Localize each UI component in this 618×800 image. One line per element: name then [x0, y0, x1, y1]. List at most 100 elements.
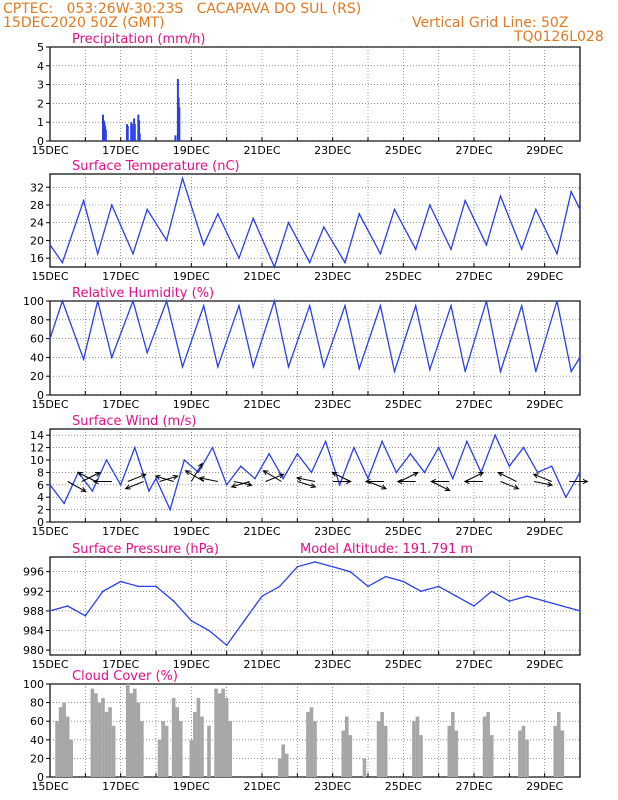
x-tick-label: 15DEC — [31, 658, 68, 671]
data-bar — [58, 707, 63, 777]
wind-arrow — [125, 481, 144, 490]
wind-arrow-head — [532, 473, 539, 479]
data-point — [202, 244, 205, 246]
data-point — [308, 304, 311, 307]
data-bar — [489, 735, 494, 777]
data-point — [473, 605, 475, 607]
data-point — [579, 610, 581, 612]
data-point — [96, 300, 99, 302]
data-point — [84, 615, 87, 617]
panel-title: Surface Pressure (hPa) — [72, 542, 219, 557]
data-point — [165, 239, 168, 242]
data-bar — [104, 129, 107, 141]
x-tick-label: 15DEC — [31, 270, 68, 283]
data-point — [579, 356, 581, 359]
data-bar — [207, 725, 211, 777]
data-bar — [224, 697, 229, 777]
y-tick-label: 8 — [37, 466, 44, 479]
x-tick-label: 29DEC — [526, 398, 563, 411]
data-bar — [284, 753, 289, 777]
y-tick-label: 5 — [37, 41, 44, 54]
data-line — [49, 298, 581, 375]
data-point — [172, 600, 175, 602]
data-bar — [362, 758, 367, 777]
data-bar — [313, 721, 317, 777]
data-bar — [90, 688, 95, 777]
data-point — [490, 590, 493, 593]
x-tick-label: 27DEC — [455, 398, 492, 411]
data-point — [464, 370, 466, 373]
data-point — [556, 300, 558, 302]
x-tick-label: 21DEC — [243, 658, 280, 671]
data-point — [49, 244, 51, 246]
data-point — [287, 366, 290, 368]
data-point — [499, 370, 502, 373]
panel-frame — [49, 300, 581, 396]
wind-arrow-head — [262, 470, 269, 476]
data-point — [338, 484, 341, 486]
data-bar — [383, 725, 388, 777]
wind-arrow — [367, 481, 387, 490]
x-tick-label: 17DEC — [102, 270, 139, 283]
data-point — [464, 199, 466, 202]
wind-arrow — [500, 481, 519, 490]
data-point — [49, 337, 51, 340]
data-point — [169, 508, 171, 511]
data-bar — [125, 684, 130, 777]
data-point — [111, 356, 113, 359]
x-tick-label: 25DEC — [385, 270, 422, 283]
data-bar — [221, 688, 225, 777]
data-bar — [348, 735, 353, 777]
wind-arrow — [81, 472, 101, 482]
x-tick-label: 17DEC — [102, 144, 139, 157]
data-bar — [174, 135, 177, 141]
wind-arrow — [67, 481, 86, 492]
data-point — [556, 252, 558, 255]
panel-title: Cloud Cover (%) — [72, 669, 178, 684]
y-tick-label: 40 — [30, 351, 44, 364]
data-point — [358, 367, 360, 370]
data-point — [273, 300, 276, 302]
data-point — [452, 477, 454, 480]
y-tick-label: 0 — [37, 771, 44, 784]
y-tick-label: 992 — [23, 585, 44, 598]
data-point — [119, 580, 122, 583]
x-tick-label: 23DEC — [314, 525, 351, 538]
data-point — [561, 605, 564, 607]
x-tick-label: 25DEC — [385, 780, 422, 793]
data-bar — [217, 693, 222, 777]
data-point — [240, 465, 242, 468]
data-bar — [380, 711, 384, 777]
data-bar — [138, 120, 141, 141]
data-point — [349, 570, 352, 573]
x-tick-label: 21DEC — [243, 780, 280, 793]
wind-arrow — [127, 473, 146, 482]
data-point — [63, 502, 65, 505]
x-tick-label: 21DEC — [243, 525, 280, 538]
wind-arrow — [199, 477, 218, 482]
data-bar — [451, 711, 455, 777]
y-tick-label: 14 — [30, 429, 44, 442]
data-point — [324, 440, 327, 443]
y-tick-label: 4 — [37, 491, 44, 504]
data-point — [211, 446, 214, 449]
data-point — [252, 217, 254, 220]
data-point — [420, 590, 422, 593]
wind-arrow-head — [124, 484, 131, 490]
data-point — [437, 585, 440, 588]
wind-arrow-head — [513, 484, 520, 490]
data-point — [278, 585, 281, 588]
data-point — [225, 644, 228, 646]
data-point — [132, 300, 134, 302]
wind-arrow-head — [497, 471, 504, 477]
y-tick-label: 24 — [30, 217, 44, 230]
data-point — [155, 585, 157, 588]
data-bar — [65, 716, 70, 777]
wind-arrow — [263, 470, 282, 482]
wind-arrow — [297, 481, 316, 488]
y-tick-label: 16 — [30, 252, 44, 265]
x-tick-label: 21DEC — [243, 270, 280, 283]
data-point — [314, 561, 316, 563]
data-point — [429, 204, 431, 206]
